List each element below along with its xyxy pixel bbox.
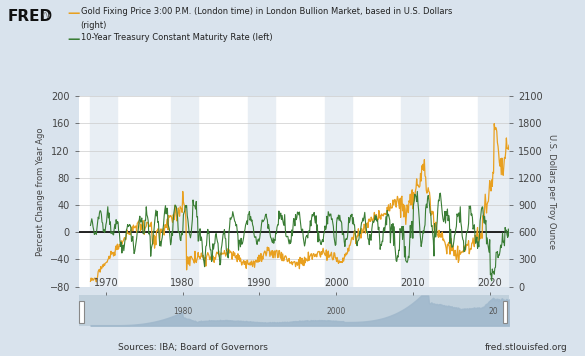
Text: 1980: 1980 [173,308,192,316]
Y-axis label: U.S. Dollars per Troy Ounce: U.S. Dollars per Troy Ounce [548,134,556,249]
Y-axis label: Percent Change from Year Ago: Percent Change from Year Ago [36,127,46,256]
Text: Gold Fixing Price 3:00 P.M. (London time) in London Bullion Market, based in U.S: Gold Fixing Price 3:00 P.M. (London time… [81,7,452,16]
Bar [503,301,507,323]
Bar [401,96,428,287]
Bar [171,96,198,287]
Text: ∿: ∿ [42,9,51,19]
Bar [479,96,509,287]
Text: 20: 20 [489,308,498,316]
Text: —: — [67,33,80,46]
Bar [79,301,84,323]
Text: 10-Year Treasury Constant Maturity Rate (left): 10-Year Treasury Constant Maturity Rate … [81,33,273,42]
Text: 2000: 2000 [326,308,346,316]
Text: —: — [67,7,80,20]
Text: FRED: FRED [8,9,53,24]
Text: (right): (right) [81,21,107,30]
Text: fred.stlouisfed.org: fred.stlouisfed.org [485,342,567,352]
Bar [248,96,275,287]
Text: Sources: IBA; Board of Governors: Sources: IBA; Board of Governors [118,342,268,352]
Bar [325,96,352,287]
Bar [91,96,118,287]
